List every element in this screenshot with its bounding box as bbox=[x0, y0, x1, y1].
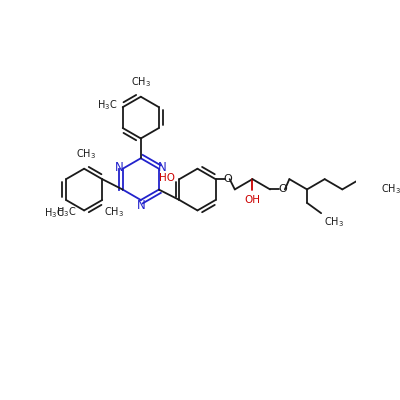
Text: O: O bbox=[278, 184, 287, 194]
Text: CH$_3$: CH$_3$ bbox=[324, 215, 344, 228]
Text: H$_3$C: H$_3$C bbox=[44, 206, 64, 220]
Text: HO: HO bbox=[158, 174, 174, 184]
Text: CH$_3$: CH$_3$ bbox=[131, 75, 151, 89]
Text: N: N bbox=[114, 161, 123, 174]
Text: OH: OH bbox=[244, 194, 260, 204]
Text: CH$_3$: CH$_3$ bbox=[382, 182, 400, 196]
Text: H$_3$C: H$_3$C bbox=[97, 99, 117, 112]
Text: O: O bbox=[223, 174, 232, 184]
Text: CH$_3$: CH$_3$ bbox=[104, 205, 124, 219]
Text: N: N bbox=[158, 161, 167, 174]
Text: CH$_3$: CH$_3$ bbox=[76, 147, 96, 161]
Text: N: N bbox=[136, 199, 145, 212]
Text: H$_3$C: H$_3$C bbox=[56, 205, 76, 219]
